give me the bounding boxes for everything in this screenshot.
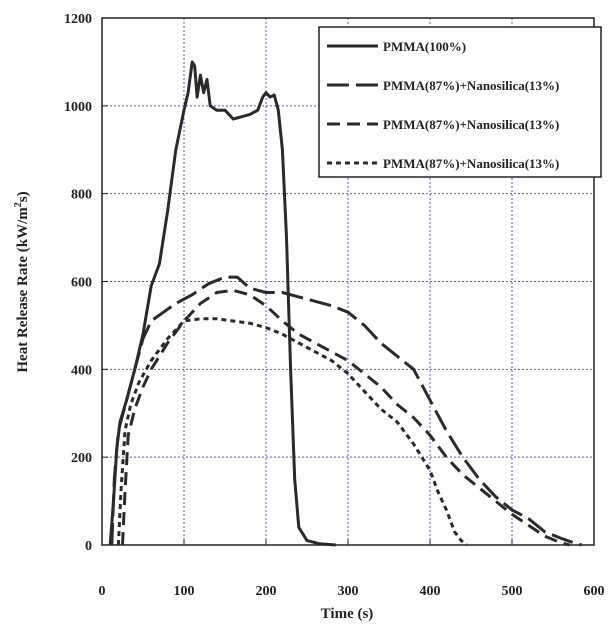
x-tick-label: 600 [584, 584, 605, 599]
legend: PMMA(100%) PMMA(87%)+Nanosilica(13%) PMMA(… [318, 26, 602, 178]
y-tick-label: 200 [71, 451, 92, 466]
legend-label-1: PMMA(100%) [383, 39, 466, 54]
x-tick-label: 0 [99, 584, 106, 599]
y-tick-label: 400 [71, 363, 92, 378]
y-axis-title: Heat Release Rate (kW/m2s) [13, 191, 31, 372]
x-tick-label: 100 [174, 584, 195, 599]
legend-label-4: PMMA(87%)+Nanosilica(13%) [383, 156, 559, 171]
y-tick-label: 1200 [64, 12, 92, 27]
y-tick-label: 800 [71, 188, 92, 203]
x-axis-title: Time (s) [321, 606, 374, 622]
y-axis-title-superscript: 2 [13, 202, 24, 207]
y-tick-label: 0 [85, 539, 92, 554]
series-line-4 [116, 317, 468, 547]
x-tick-label: 500 [502, 584, 523, 599]
series-line-3 [121, 288, 570, 547]
y-tick-label: 600 [71, 276, 92, 291]
y-tick-label: 1000 [64, 100, 92, 115]
legend-label-2: PMMA(87%)+Nanosilica(13%) [383, 78, 559, 93]
series-line-1 [108, 60, 336, 547]
legend-box [318, 26, 602, 178]
series-lines [108, 60, 583, 547]
series-line-2 [110, 275, 583, 547]
x-tick-label: 400 [420, 584, 441, 599]
x-tick-label: 200 [256, 584, 277, 599]
y-axis-title-main: Heat Release Rate (kW/m [15, 207, 31, 373]
axes [101, 17, 595, 546]
legend-label-3: PMMA(87%)+Nanosilica(13%) [383, 117, 559, 132]
y-axis-title-end: s) [15, 191, 31, 202]
x-tick-label: 300 [338, 584, 359, 599]
tick-labels: 0 100 200 300 400 500 600 0 200 400 600 800 1000 1200 [64, 12, 605, 599]
